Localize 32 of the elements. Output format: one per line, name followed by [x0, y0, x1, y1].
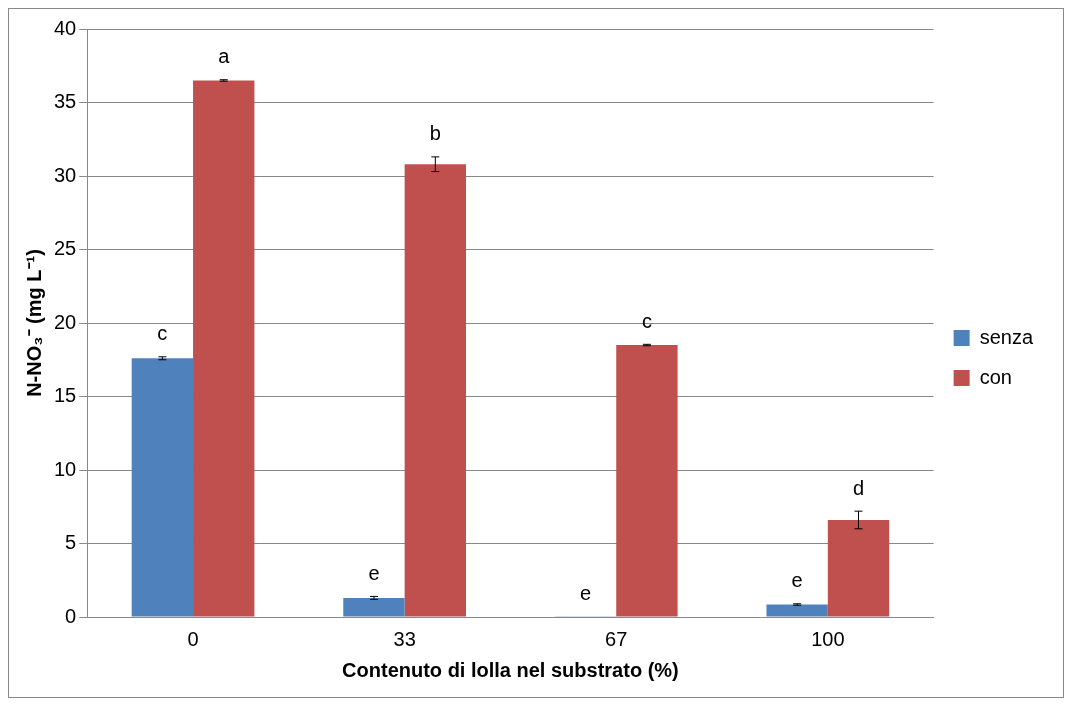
x-tick-label: 67: [605, 627, 628, 650]
y-tick-label: 5: [65, 531, 77, 554]
bar: [343, 597, 405, 617]
y-tick-label: 0: [65, 604, 77, 627]
y-axis-title: N-NO₃⁻ (mg L⁻¹): [22, 249, 45, 397]
data-label: a: [218, 45, 231, 68]
y-tick-label: 35: [54, 90, 77, 113]
x-tick-label: 100: [811, 627, 845, 650]
data-label: d: [852, 476, 865, 499]
x-tick-label: 33: [393, 627, 416, 650]
legend-label: senza: [979, 325, 1034, 348]
bar: [827, 519, 890, 617]
data-label: e: [579, 581, 592, 604]
data-label: e: [368, 561, 380, 584]
bar: [404, 164, 466, 617]
y-tick-label: 10: [54, 457, 77, 480]
data-label: c: [641, 309, 652, 332]
y-tick-label: 25: [54, 237, 77, 260]
x-tick-label: 0: [187, 627, 199, 650]
data-label: c: [157, 322, 168, 345]
y-tick-label: 15: [54, 384, 77, 407]
bar: [616, 345, 678, 617]
y-tick-label: 20: [54, 310, 77, 333]
y-tick-label: 40: [54, 16, 77, 39]
bar: [766, 604, 828, 617]
data-label: e: [791, 569, 803, 592]
y-tick-label: 30: [54, 163, 77, 186]
bar: [193, 80, 255, 617]
bar: [131, 358, 194, 617]
data-label: b: [429, 122, 441, 145]
x-axis-title: Contenuto di lolla nel substrato (%): [342, 658, 679, 681]
legend-label: con: [979, 365, 1012, 388]
